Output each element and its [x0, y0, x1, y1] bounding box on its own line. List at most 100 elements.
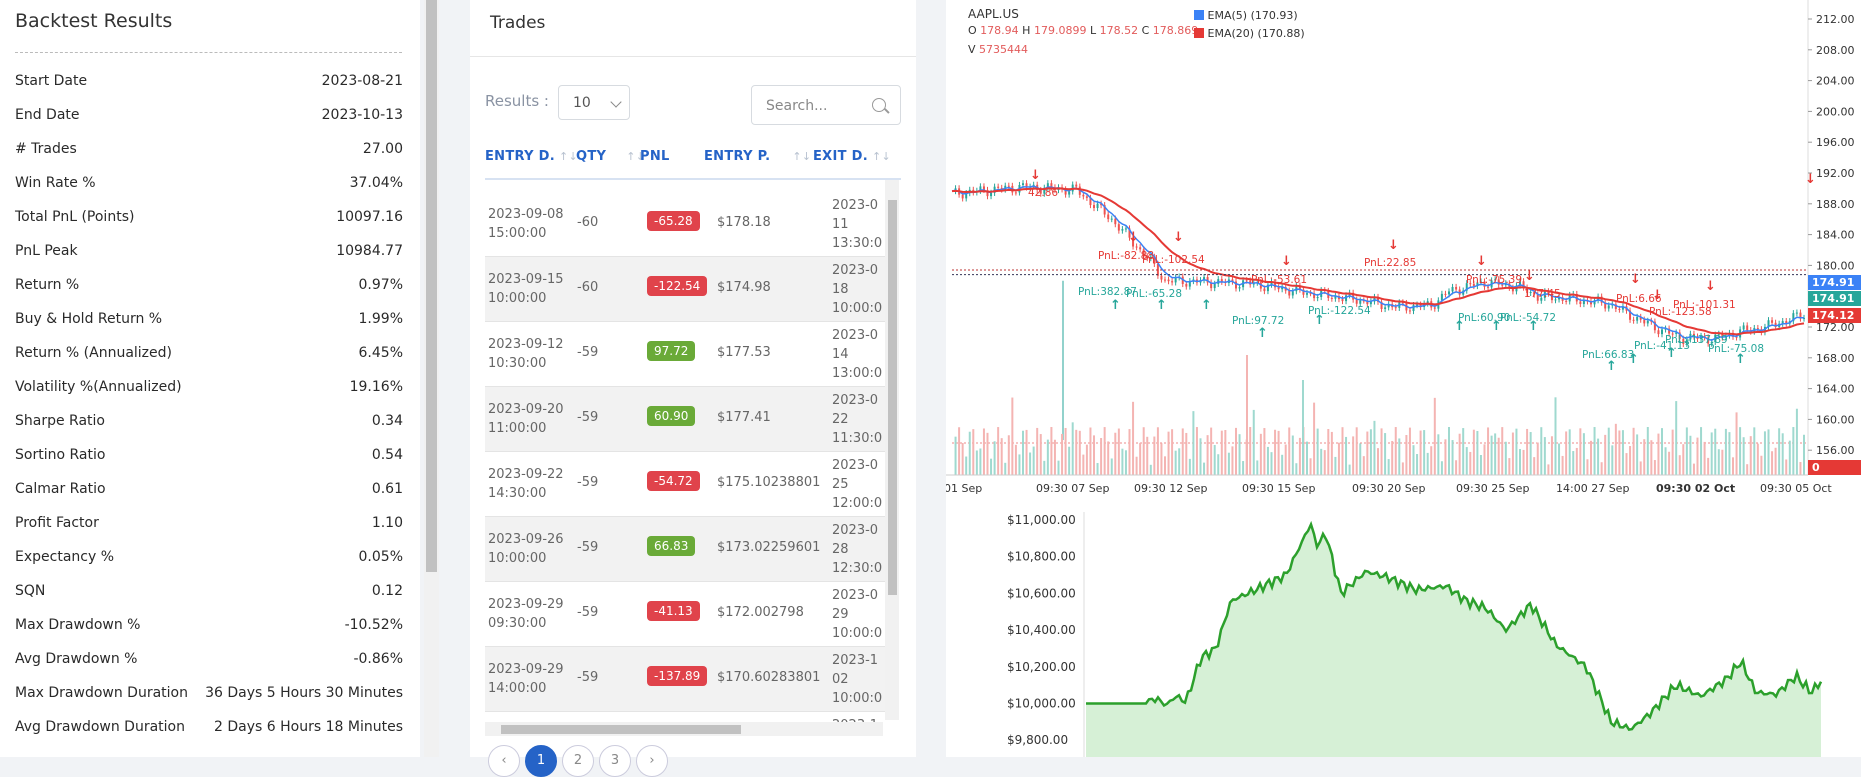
- page-size-value: 10: [573, 95, 591, 111]
- volume-bar: [1220, 430, 1223, 475]
- candle-body: [1022, 183, 1024, 186]
- price-axis-label: 208.00: [1816, 44, 1855, 57]
- stat-label: Return % (Annualized): [15, 345, 172, 361]
- stat-value: 0.54: [371, 447, 403, 463]
- page-1-button[interactable]: 1: [525, 745, 557, 777]
- table-row[interactable]: 2023-09-26 10:00:00 -59 66.83 $173.02259601 2…: [485, 517, 889, 582]
- candle-body: [1707, 337, 1710, 344]
- page-3-button[interactable]: 3: [599, 745, 631, 777]
- stat-label: Sharpe Ratio: [15, 413, 105, 429]
- table-horizontal-scrollbar[interactable]: [485, 722, 883, 736]
- trade-pnl-label: PnL:-137.89: [1665, 334, 1728, 346]
- candle-body: [1519, 281, 1521, 286]
- stat-row: Max Drawdown % -10.52%: [15, 608, 403, 642]
- volume-bar: [1568, 429, 1571, 475]
- volume-bar: [1188, 458, 1191, 475]
- volume-bar: [968, 431, 971, 475]
- volume-bar: [1636, 434, 1639, 475]
- volume-bar: [954, 436, 957, 475]
- chart-canvas[interactable]: 212.00 208.00 204.00 200.00 196.00 192.00 188.…: [946, 0, 1861, 757]
- candle-body: [1639, 316, 1642, 320]
- table-row[interactable]: 2023-1: [485, 712, 889, 725]
- candle-body: [1501, 284, 1504, 286]
- table-row[interactable]: 2023-09-12 10:30:00 -59 97.72 $177.53 2023-0 1…: [485, 322, 889, 387]
- stats-scrollbar[interactable]: [424, 0, 439, 757]
- table-row[interactable]: 2023-09-29 09:30:00 -59 -41.13 $172.002798 20…: [485, 582, 889, 647]
- volume-bar: [1746, 464, 1749, 475]
- candle-body: [986, 189, 989, 197]
- candle-body: [1089, 197, 1092, 206]
- volume-bar: [1068, 446, 1071, 475]
- prev-page-button[interactable]: ‹: [488, 745, 520, 777]
- volume-bar: [1160, 443, 1163, 475]
- candle-body: [1366, 300, 1369, 305]
- next-page-button[interactable]: ›: [636, 745, 668, 777]
- price-axis-label: 180.00: [1816, 259, 1855, 272]
- entry-price-cell: $174.98: [717, 280, 771, 295]
- stat-row: Return % (Annualized) 6.45%: [15, 336, 403, 370]
- panel-title: Backtest Results: [15, 10, 173, 32]
- candle-body: [1096, 203, 1099, 209]
- volume-bar: [1416, 454, 1419, 475]
- table-row[interactable]: 2023-09-20 11:00:00 -59 60.90 $177.41 2023-0 2…: [485, 387, 889, 452]
- table-row[interactable]: 2023-09-29 14:00:00 -59 -137.89 $170.6028380…: [485, 647, 889, 712]
- volume-bar: [1345, 436, 1348, 475]
- volume-bar: [1203, 462, 1206, 475]
- volume-bar: [1423, 430, 1426, 475]
- stat-label: Calmar Ratio: [15, 481, 106, 497]
- page-2-button[interactable]: 2: [562, 745, 594, 777]
- volume-bar: [1611, 445, 1614, 475]
- volume-bar: [1515, 428, 1518, 475]
- volume-bar: [1291, 435, 1294, 475]
- table-row[interactable]: 2023-09-15 10:00:00 -60 -122.54 $174.98 2023-…: [485, 257, 889, 322]
- candle-body: [1803, 317, 1805, 319]
- search-input[interactable]: [764, 97, 868, 115]
- table-row[interactable]: 2023-09-22 14:30:00 -59 -54.72 $175.10238801…: [485, 452, 889, 517]
- trade-pnl-label: PnL:-82.88: [1098, 250, 1154, 262]
- candle-body: [1721, 333, 1724, 338]
- trade-pnl-label: PnL:-101.31: [1673, 299, 1736, 311]
- scrollbar-thumb[interactable]: [501, 725, 741, 734]
- exit-date-cell: 2023-0 29 10:00:0: [832, 588, 883, 641]
- col-entry-price[interactable]: ENTRY P. ↑↓: [704, 149, 812, 164]
- col-qty[interactable]: QTY ↑↓: [576, 149, 646, 164]
- scrollbar-thumb[interactable]: [426, 0, 437, 572]
- candle-body: [1082, 194, 1085, 197]
- stat-value: -0.86%: [353, 651, 403, 667]
- search-icon[interactable]: [872, 98, 886, 112]
- scrollbar-thumb[interactable]: [888, 200, 897, 595]
- volume-bar: [1117, 428, 1120, 475]
- candle-body: [1171, 281, 1174, 283]
- candle-body: [1302, 289, 1305, 295]
- candle-body: [982, 186, 985, 190]
- volume-bar: [982, 428, 985, 475]
- candle-body: [1085, 196, 1088, 198]
- price-badge-label: 174.91: [1812, 276, 1854, 289]
- volume-bar: [1494, 433, 1497, 475]
- col-pnl[interactable]: PNL: [640, 149, 670, 164]
- table-row[interactable]: 2023-09-08 15:00:00 -60 -65.28 $178.18 2023-0…: [485, 192, 889, 257]
- volume-bar: [1572, 451, 1575, 475]
- sell-arrow-icon: ↓: [1652, 288, 1663, 303]
- col-exit-date[interactable]: EXIT D. ↑↓: [813, 149, 892, 164]
- volume-bar: [1000, 438, 1003, 475]
- col-entry-date[interactable]: ENTRY D. ↑↓: [485, 149, 579, 164]
- stat-row: Win Rate % 37.04%: [15, 166, 403, 200]
- candle-body: [1387, 304, 1390, 308]
- qty-cell: -60: [577, 215, 599, 230]
- price-axis-label: 184.00: [1816, 229, 1855, 242]
- candle-body: [1281, 287, 1284, 290]
- time-axis-label: 01 Sep: [946, 482, 982, 495]
- volume-bar: [1632, 427, 1635, 475]
- search-box[interactable]: [751, 85, 901, 125]
- page-size-select[interactable]: 10: [558, 85, 630, 120]
- volume-bar: [1451, 440, 1454, 475]
- candle-body: [1185, 283, 1188, 287]
- volume-bar: [1661, 428, 1663, 475]
- volume-bar: [1014, 444, 1017, 475]
- sell-arrow-icon: ↓: [1476, 254, 1487, 269]
- candle-body: [1384, 307, 1387, 309]
- volume-bar: [1522, 449, 1525, 475]
- table-vertical-scrollbar[interactable]: [885, 180, 899, 720]
- volume-bar: [1032, 446, 1035, 475]
